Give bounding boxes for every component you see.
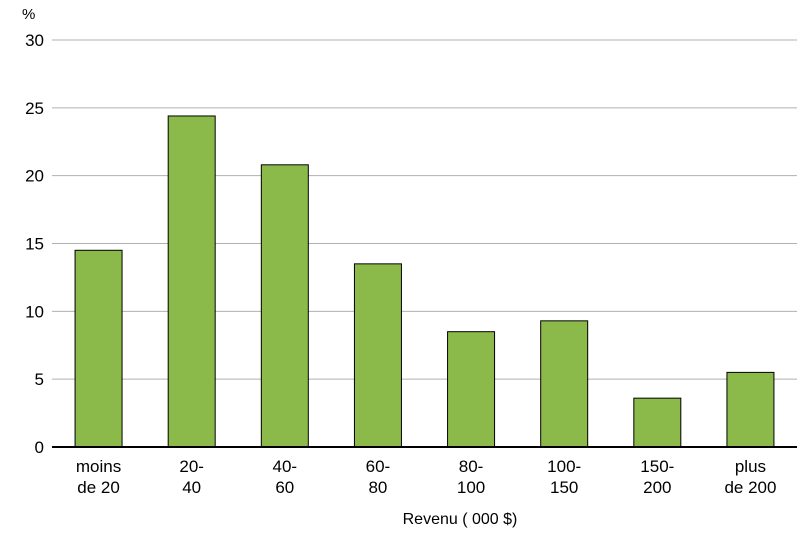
bar (726, 371, 775, 448)
x-tick-label: 20-40 (179, 457, 204, 497)
bar (260, 164, 309, 448)
y-tick-label: 5 (35, 370, 44, 389)
bar (74, 249, 123, 448)
bar (633, 397, 682, 448)
x-tick-label: 100-150 (547, 457, 581, 497)
y-tick-label: 0 (35, 438, 44, 457)
bar (447, 331, 496, 448)
x-tick-label: plus de 200 (724, 457, 776, 497)
x-axis-label: Revenu ( 000 $) (403, 511, 518, 528)
y-tick-label: 30 (25, 31, 44, 50)
bar (540, 320, 589, 448)
x-tick-label: 80-100 (457, 457, 485, 497)
bar (167, 115, 216, 448)
bar (353, 263, 402, 448)
x-tick-label: 40-60 (273, 457, 298, 497)
x-tick-label: 150-200 (640, 457, 674, 497)
y-axis-label: % (22, 6, 35, 23)
x-tick-label: 60-80 (366, 457, 391, 497)
y-tick-label: 10 (25, 302, 44, 321)
y-tick-label: 25 (25, 99, 44, 118)
y-tick-label: 20 (25, 167, 44, 186)
x-tick-label: moins de 20 (76, 457, 121, 497)
y-tick-label: 15 (25, 235, 44, 254)
